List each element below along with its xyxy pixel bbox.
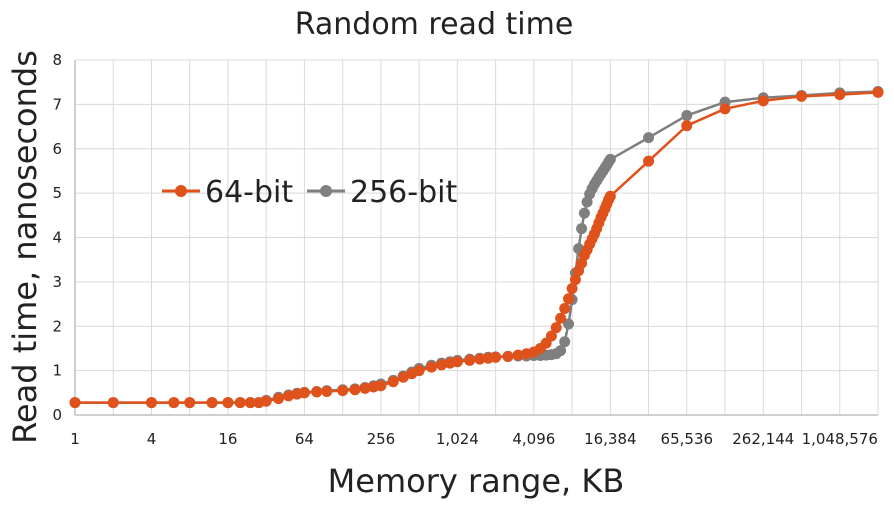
data-point bbox=[168, 397, 180, 409]
data-point bbox=[321, 385, 333, 397]
data-point bbox=[107, 397, 119, 409]
x-tick-label: 1,024 bbox=[436, 430, 479, 448]
x-tick-label: 65,536 bbox=[661, 430, 714, 448]
data-point bbox=[643, 155, 655, 167]
y-tick-label: 0 bbox=[52, 406, 62, 424]
y-tick-label: 2 bbox=[52, 317, 62, 335]
data-point bbox=[604, 153, 616, 165]
data-point bbox=[490, 351, 502, 363]
data-point bbox=[512, 349, 524, 361]
data-point bbox=[569, 274, 581, 286]
data-point bbox=[681, 109, 693, 121]
data-point bbox=[349, 384, 361, 396]
data-point bbox=[576, 223, 588, 235]
x-tick-label: 4,096 bbox=[512, 430, 555, 448]
legend-item: 64-bit bbox=[162, 175, 293, 210]
data-point bbox=[311, 386, 323, 398]
data-point bbox=[550, 322, 562, 334]
data-point bbox=[69, 397, 81, 409]
data-point bbox=[184, 397, 196, 409]
data-point bbox=[387, 376, 399, 388]
x-tick-label: 64 bbox=[295, 430, 314, 448]
data-point bbox=[559, 303, 571, 314]
x-tick-label: 1,048,576 bbox=[802, 430, 878, 448]
y-tick-label: 8 bbox=[52, 51, 62, 69]
y-tick-label: 6 bbox=[52, 140, 62, 158]
plot-area bbox=[69, 86, 884, 409]
chart-title: Random read time bbox=[295, 7, 574, 42]
data-point bbox=[413, 365, 425, 377]
data-point bbox=[643, 132, 655, 144]
data-point bbox=[719, 103, 731, 115]
data-point bbox=[563, 318, 575, 330]
legend: 64-bit 256-bit bbox=[162, 175, 457, 210]
data-point bbox=[563, 293, 575, 305]
data-point bbox=[397, 371, 409, 383]
y-tick-label: 4 bbox=[52, 229, 62, 247]
data-point bbox=[222, 397, 234, 409]
y-axis-label: Read time, nanoseconds bbox=[6, 50, 44, 444]
data-point bbox=[566, 283, 578, 295]
y-tick-label: 7 bbox=[52, 95, 62, 113]
data-point bbox=[555, 345, 567, 357]
data-point bbox=[502, 350, 514, 362]
data-point bbox=[604, 190, 616, 202]
data-point bbox=[298, 387, 310, 399]
x-tick-label: 4 bbox=[147, 430, 157, 448]
y-tick-label: 3 bbox=[52, 273, 62, 291]
x-tick-label: 1 bbox=[70, 430, 80, 448]
data-point bbox=[273, 393, 284, 405]
data-point bbox=[681, 120, 693, 132]
data-point bbox=[260, 395, 272, 407]
data-point bbox=[375, 380, 387, 392]
data-point bbox=[578, 207, 590, 219]
data-point bbox=[464, 354, 476, 366]
legend-label: 64-bit bbox=[205, 175, 293, 210]
x-tick-label: 16,384 bbox=[584, 430, 637, 448]
data-point bbox=[451, 356, 463, 368]
series-64-bit bbox=[69, 86, 884, 409]
data-point bbox=[834, 89, 846, 101]
data-point bbox=[796, 90, 808, 102]
data-point bbox=[244, 397, 256, 409]
legend-marker bbox=[175, 185, 187, 197]
data-point bbox=[283, 390, 295, 402]
data-point bbox=[359, 382, 371, 394]
data-point bbox=[872, 86, 884, 98]
legend-marker bbox=[320, 185, 332, 197]
data-point bbox=[436, 359, 448, 371]
y-tick-label: 5 bbox=[52, 184, 62, 202]
y-tick-label: 1 bbox=[52, 362, 62, 380]
legend-label: 256-bit bbox=[350, 175, 457, 210]
x-tick-label: 16 bbox=[218, 430, 237, 448]
data-point bbox=[337, 385, 349, 397]
data-point bbox=[425, 361, 437, 373]
data-point bbox=[555, 312, 567, 324]
data-point bbox=[206, 397, 218, 409]
data-point bbox=[145, 397, 157, 409]
data-point bbox=[474, 353, 486, 365]
x-tick-label: 256 bbox=[367, 430, 396, 448]
x-axis-label: Memory range, KB bbox=[328, 462, 625, 500]
x-tick-label: 262,144 bbox=[732, 430, 794, 448]
legend-item: 256-bit bbox=[307, 175, 457, 210]
data-point bbox=[757, 95, 769, 107]
data-point bbox=[559, 336, 571, 348]
data-point bbox=[234, 397, 246, 409]
data-point bbox=[545, 330, 557, 342]
